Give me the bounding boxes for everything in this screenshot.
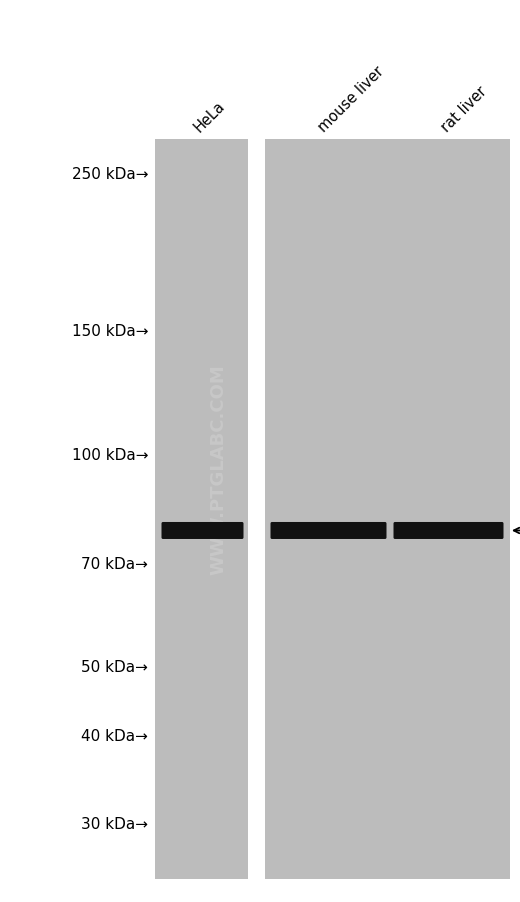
Bar bbox=[265, 140, 510, 879]
Bar bbox=[155, 140, 248, 879]
Text: 70 kDa→: 70 kDa→ bbox=[81, 557, 148, 572]
Text: WWW.PTGLABC.COM: WWW.PTGLABC.COM bbox=[210, 364, 227, 575]
Text: 250 kDa→: 250 kDa→ bbox=[72, 167, 148, 182]
Text: HeLa: HeLa bbox=[191, 98, 228, 135]
Text: 30 kDa→: 30 kDa→ bbox=[81, 815, 148, 831]
Text: 100 kDa→: 100 kDa→ bbox=[72, 447, 148, 463]
Text: 50 kDa→: 50 kDa→ bbox=[81, 659, 148, 675]
Text: rat liver: rat liver bbox=[438, 84, 489, 135]
FancyBboxPatch shape bbox=[394, 522, 503, 539]
FancyBboxPatch shape bbox=[162, 522, 243, 539]
Text: 40 kDa→: 40 kDa→ bbox=[81, 728, 148, 742]
Text: mouse liver: mouse liver bbox=[316, 64, 387, 135]
Text: 150 kDa→: 150 kDa→ bbox=[72, 323, 148, 338]
FancyBboxPatch shape bbox=[270, 522, 386, 539]
